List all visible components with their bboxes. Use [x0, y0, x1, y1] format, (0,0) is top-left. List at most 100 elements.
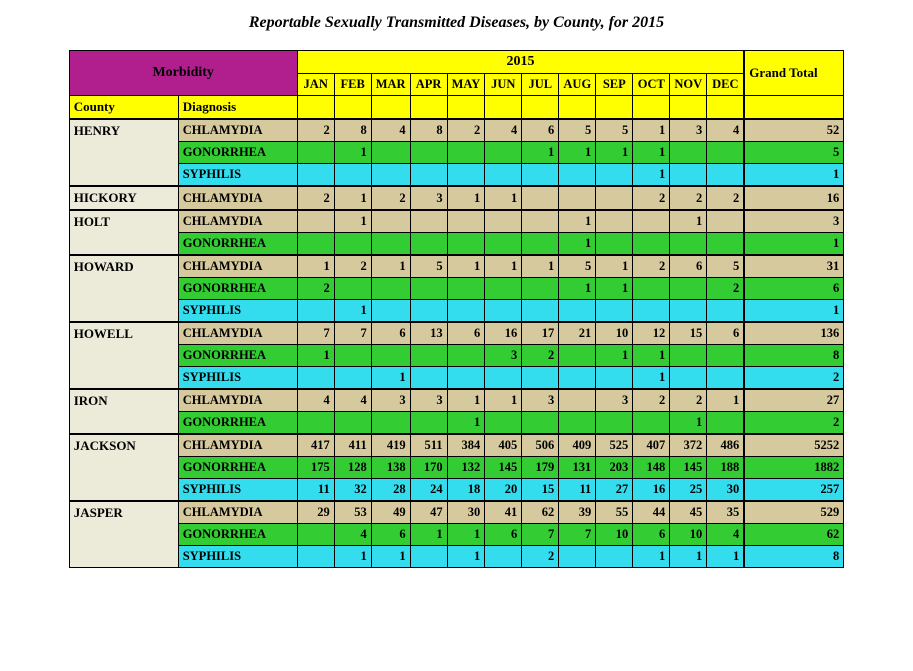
diagnosis-cell: CHLAMYDIA — [178, 119, 297, 142]
value-cell: 25 — [670, 479, 707, 502]
value-cell: 203 — [596, 457, 633, 479]
year-header: 2015 — [297, 51, 744, 74]
grand-total-cell: 27 — [744, 389, 844, 412]
value-cell — [334, 278, 371, 300]
grand-total-cell: 1 — [744, 164, 844, 187]
value-cell: 5 — [707, 255, 745, 278]
value-cell: 30 — [447, 501, 485, 524]
diagnosis-cell: CHLAMYDIA — [178, 255, 297, 278]
value-cell: 2 — [633, 255, 670, 278]
value-cell — [485, 233, 522, 256]
value-cell — [410, 300, 447, 323]
value-cell — [410, 546, 447, 568]
value-cell — [410, 142, 447, 164]
value-cell: 15 — [522, 479, 559, 502]
value-cell — [559, 389, 596, 412]
value-cell — [633, 412, 670, 435]
value-cell — [596, 164, 633, 187]
value-cell — [707, 367, 745, 390]
diagnosis-cell: SYPHILIS — [178, 367, 297, 390]
value-cell — [707, 210, 745, 233]
value-cell: 44 — [633, 501, 670, 524]
value-cell: 1 — [371, 546, 410, 568]
value-cell — [559, 367, 596, 390]
value-cell — [522, 367, 559, 390]
value-cell: 3 — [522, 389, 559, 412]
page-title: Reportable Sexually Transmitted Diseases… — [0, 14, 913, 32]
value-cell: 2 — [522, 546, 559, 568]
value-cell — [670, 345, 707, 367]
header-spacer — [371, 96, 410, 120]
value-cell — [522, 186, 559, 210]
month-header: MAR — [371, 74, 410, 96]
value-cell: 1 — [371, 255, 410, 278]
value-cell: 1 — [596, 345, 633, 367]
value-cell: 1 — [447, 546, 485, 568]
value-cell — [707, 300, 745, 323]
value-cell: 1 — [334, 300, 371, 323]
value-cell: 8 — [410, 119, 447, 142]
value-cell: 16 — [485, 322, 522, 345]
value-cell: 8 — [334, 119, 371, 142]
month-header: AUG — [559, 74, 596, 96]
diagnosis-axis-header: Diagnosis — [178, 96, 297, 120]
value-cell: 4 — [707, 119, 745, 142]
diagnosis-cell: CHLAMYDIA — [178, 322, 297, 345]
value-cell — [297, 142, 334, 164]
county-cell: JASPER — [69, 501, 178, 568]
value-cell — [485, 164, 522, 187]
value-cell: 525 — [596, 434, 633, 457]
value-cell: 1 — [559, 142, 596, 164]
value-cell: 13 — [410, 322, 447, 345]
value-cell: 47 — [410, 501, 447, 524]
county-cell: JACKSON — [69, 434, 178, 501]
value-cell: 29 — [297, 501, 334, 524]
value-cell: 384 — [447, 434, 485, 457]
value-cell: 1 — [707, 546, 745, 568]
value-cell: 1 — [633, 164, 670, 187]
value-cell — [670, 233, 707, 256]
value-cell: 1 — [559, 233, 596, 256]
value-cell: 145 — [485, 457, 522, 479]
value-cell — [522, 210, 559, 233]
value-cell — [334, 164, 371, 187]
value-cell: 7 — [522, 524, 559, 546]
value-cell: 49 — [371, 501, 410, 524]
value-cell — [707, 142, 745, 164]
value-cell: 6 — [371, 322, 410, 345]
value-cell: 179 — [522, 457, 559, 479]
value-cell: 62 — [522, 501, 559, 524]
value-cell — [297, 300, 334, 323]
value-cell — [297, 164, 334, 187]
value-cell — [371, 210, 410, 233]
diagnosis-cell: CHLAMYDIA — [178, 210, 297, 233]
value-cell: 170 — [410, 457, 447, 479]
value-cell: 20 — [485, 479, 522, 502]
county-cell: HOLT — [69, 210, 178, 255]
value-cell: 506 — [522, 434, 559, 457]
diagnosis-cell: GONORRHEA — [178, 524, 297, 546]
value-cell: 7 — [297, 322, 334, 345]
value-cell — [522, 164, 559, 187]
value-cell — [522, 278, 559, 300]
value-cell — [670, 367, 707, 390]
value-cell: 6 — [485, 524, 522, 546]
value-cell: 1 — [334, 546, 371, 568]
diagnosis-cell: GONORRHEA — [178, 142, 297, 164]
value-cell: 4 — [485, 119, 522, 142]
value-cell: 7 — [334, 322, 371, 345]
value-cell: 2 — [297, 119, 334, 142]
value-cell — [371, 345, 410, 367]
value-cell: 1 — [596, 142, 633, 164]
value-cell: 53 — [334, 501, 371, 524]
month-header: OCT — [633, 74, 670, 96]
value-cell: 128 — [334, 457, 371, 479]
value-cell: 55 — [596, 501, 633, 524]
value-cell — [410, 278, 447, 300]
value-cell: 1 — [485, 186, 522, 210]
value-cell: 1 — [633, 367, 670, 390]
value-cell — [410, 210, 447, 233]
value-cell: 1 — [334, 186, 371, 210]
value-cell — [485, 367, 522, 390]
value-cell — [334, 412, 371, 435]
